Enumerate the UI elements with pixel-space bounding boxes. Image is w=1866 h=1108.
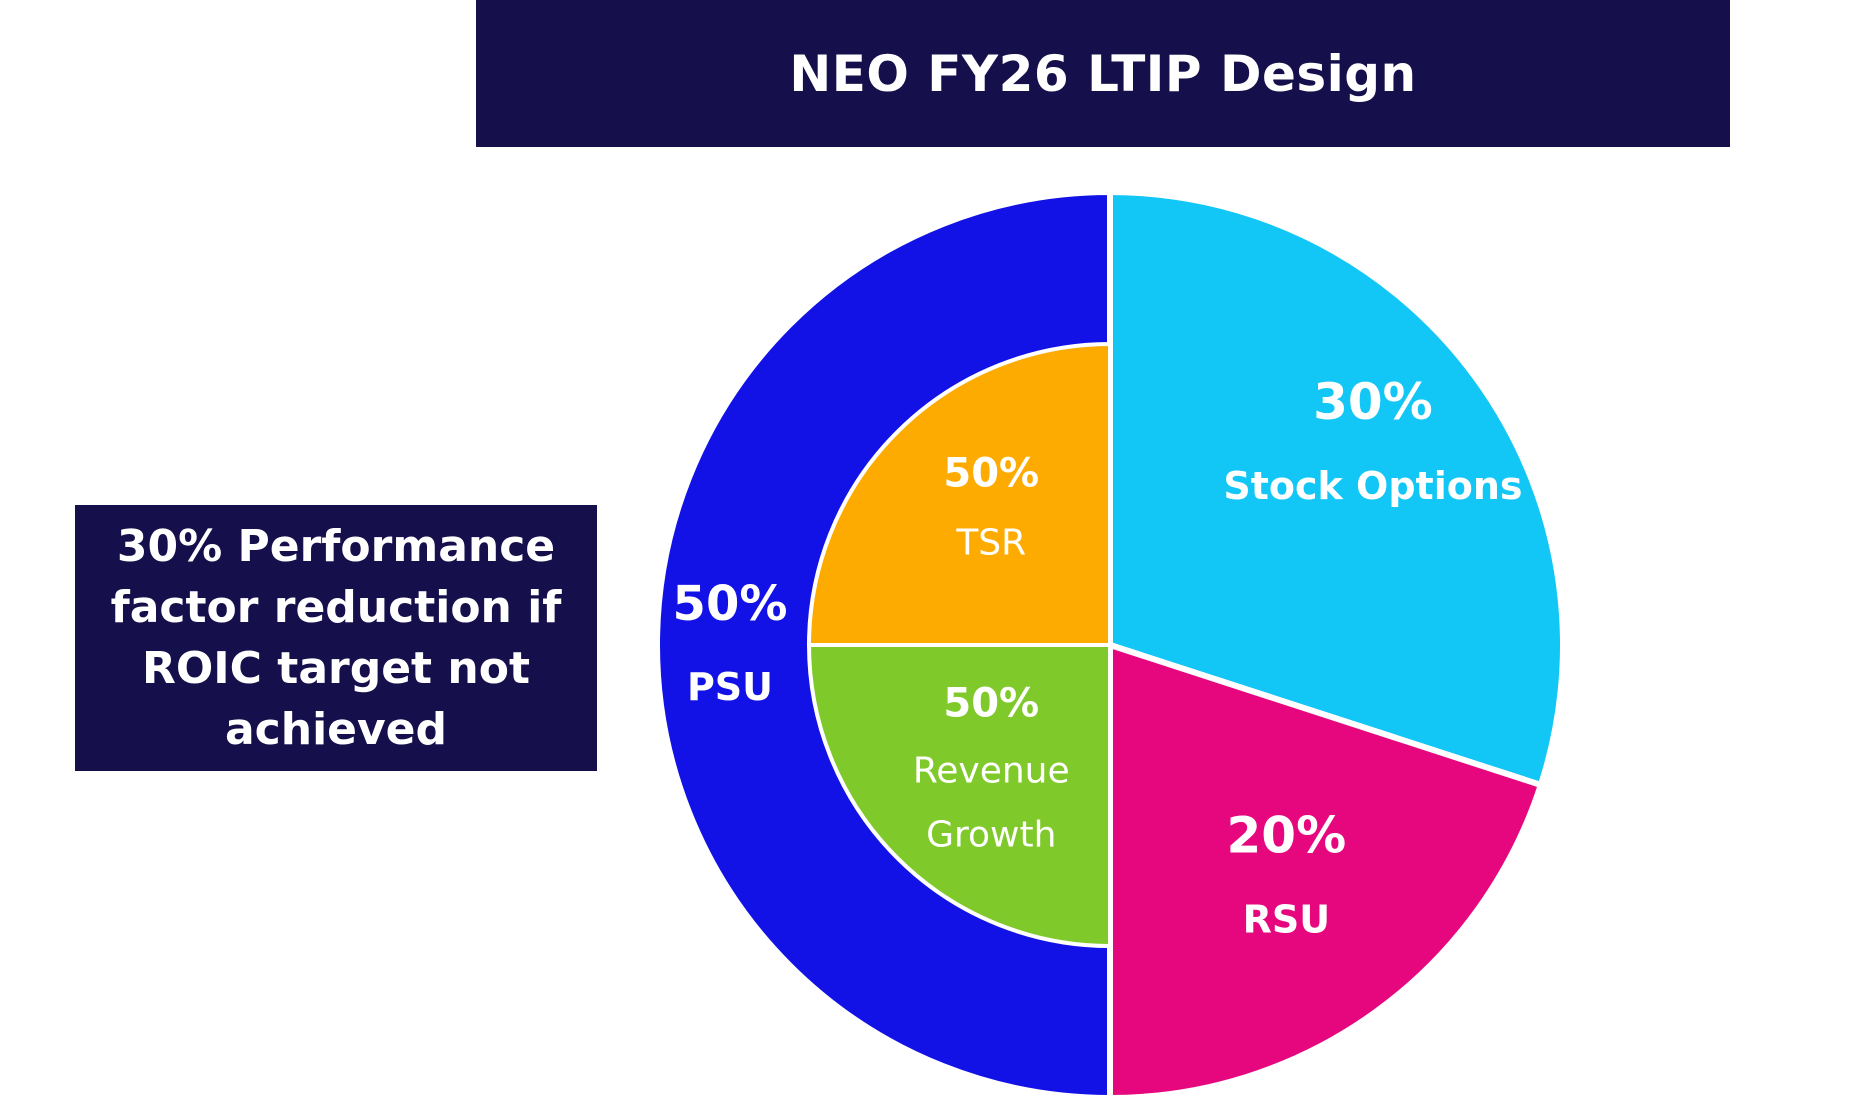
chart-title-bar: NEO FY26 LTIP Design (476, 0, 1730, 147)
roic-note-box: 30% Performance factor reduction if ROIC… (75, 505, 597, 771)
slice-label-stock-options: Stock Options (1223, 464, 1522, 508)
roic-note-text: 30% Performance factor reduction if ROIC… (110, 521, 562, 755)
inner-label-tsr: TSR (955, 522, 1026, 563)
inner-slice-revenue-growth (807, 643, 1112, 948)
slice-pct-psu: 50% (673, 576, 788, 632)
inner-label-revenue-growth-line1: Revenue (913, 751, 1070, 792)
slice-pct-stock-options: 30% (1313, 373, 1433, 431)
slice-label-rsu: RSU (1243, 898, 1331, 942)
slice-rsu (1107, 642, 1544, 1101)
inner-slice-tsr (807, 342, 1112, 647)
inner-pct-tsr: 50% (943, 450, 1039, 496)
chart-title: NEO FY26 LTIP Design (789, 44, 1417, 103)
inner-pct-revenue-growth: 50% (943, 681, 1039, 727)
inner-label-revenue-growth-line2: Growth (926, 815, 1056, 856)
slice-label-psu: PSU (687, 665, 773, 709)
slice-stock-options (1107, 189, 1566, 788)
slice-pct-rsu: 20% (1226, 807, 1346, 865)
